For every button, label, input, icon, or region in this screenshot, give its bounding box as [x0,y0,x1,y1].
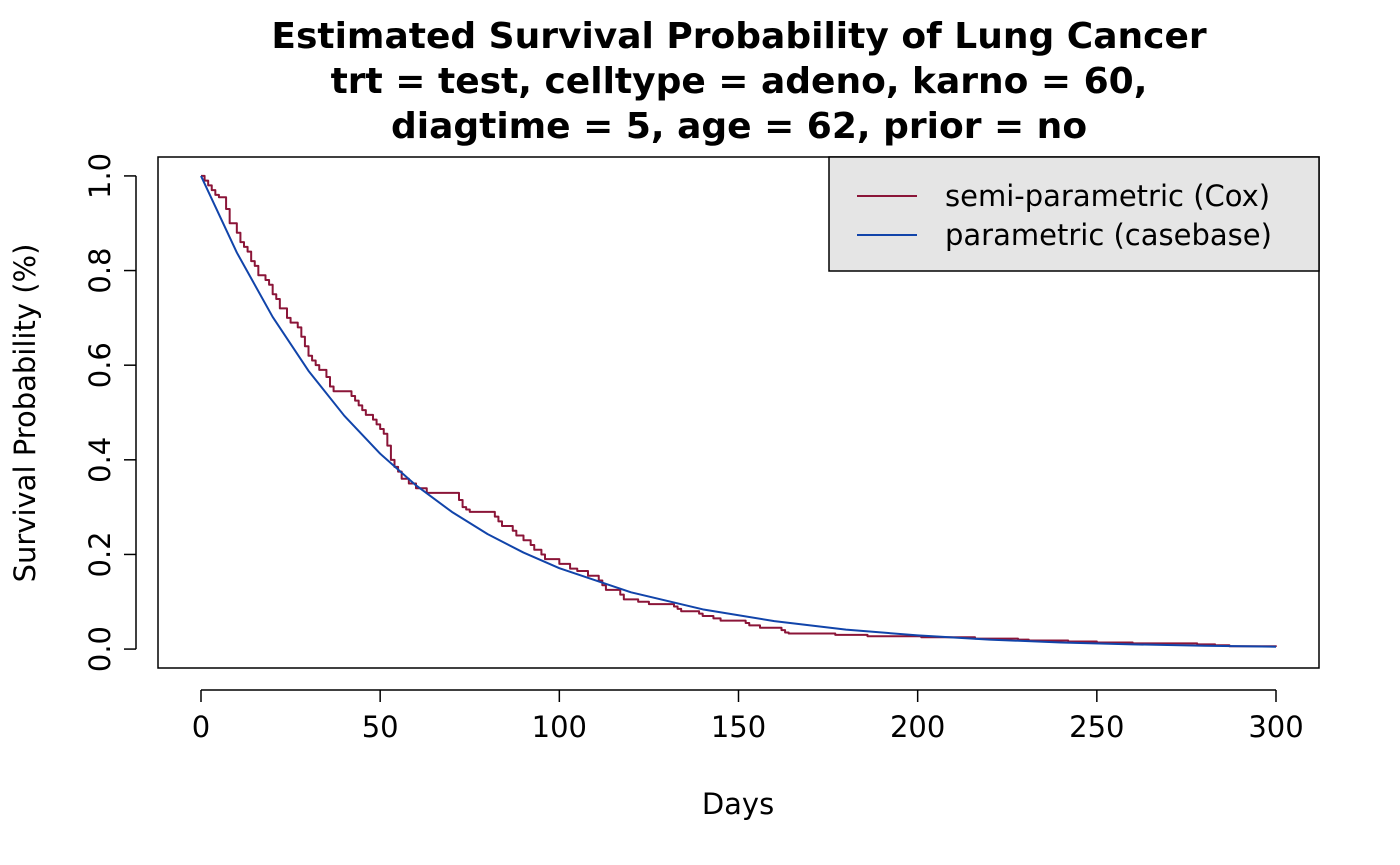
legend-label-cox: semi-parametric (Cox) [945,179,1270,213]
chart-title-line-2: trt = test, celltype = adeno, karno = 60… [331,61,1148,102]
chart-title-line-3: diagtime = 5, age = 62, prior = no [391,106,1087,147]
y-tick-label: 0.0 [83,626,117,672]
x-tick-label: 100 [532,710,587,744]
x-axis-title: Days [702,787,774,821]
x-tick-label: 150 [711,710,766,744]
y-tick-label: 0.2 [83,531,117,577]
x-tick-label: 300 [1248,710,1303,744]
chart-title-line-1: Estimated Survival Probability of Lung C… [271,16,1207,57]
x-tick-label: 50 [362,710,399,744]
plot-area [200,174,1277,648]
legend-box [828,156,1320,272]
y-tick-label: 0.8 [83,247,117,293]
y-axis-title: Survival Probability (%) [8,244,42,583]
x-tick-label: 250 [1069,710,1124,744]
series-line-cox [201,174,1277,648]
x-tick-label: 0 [192,710,210,744]
legend: semi-parametric (Cox) parametric (caseba… [828,156,1320,272]
y-tick-label: 0.6 [83,342,117,388]
y-tick-label: 0.4 [83,437,117,483]
plot-frame [157,156,1320,669]
legend-label-casebase: parametric (casebase) [945,218,1272,252]
y-tick-label: 1.0 [83,153,117,199]
series-line-casebase [200,175,1277,648]
axes: 0 50 100 150 200 250 300 0.0 0.2 0.4 0.6 0.8 1.0 [83,153,1320,744]
x-tick-label: 200 [890,710,945,744]
chart-title: Estimated Survival Probability of Lung C… [271,16,1207,147]
